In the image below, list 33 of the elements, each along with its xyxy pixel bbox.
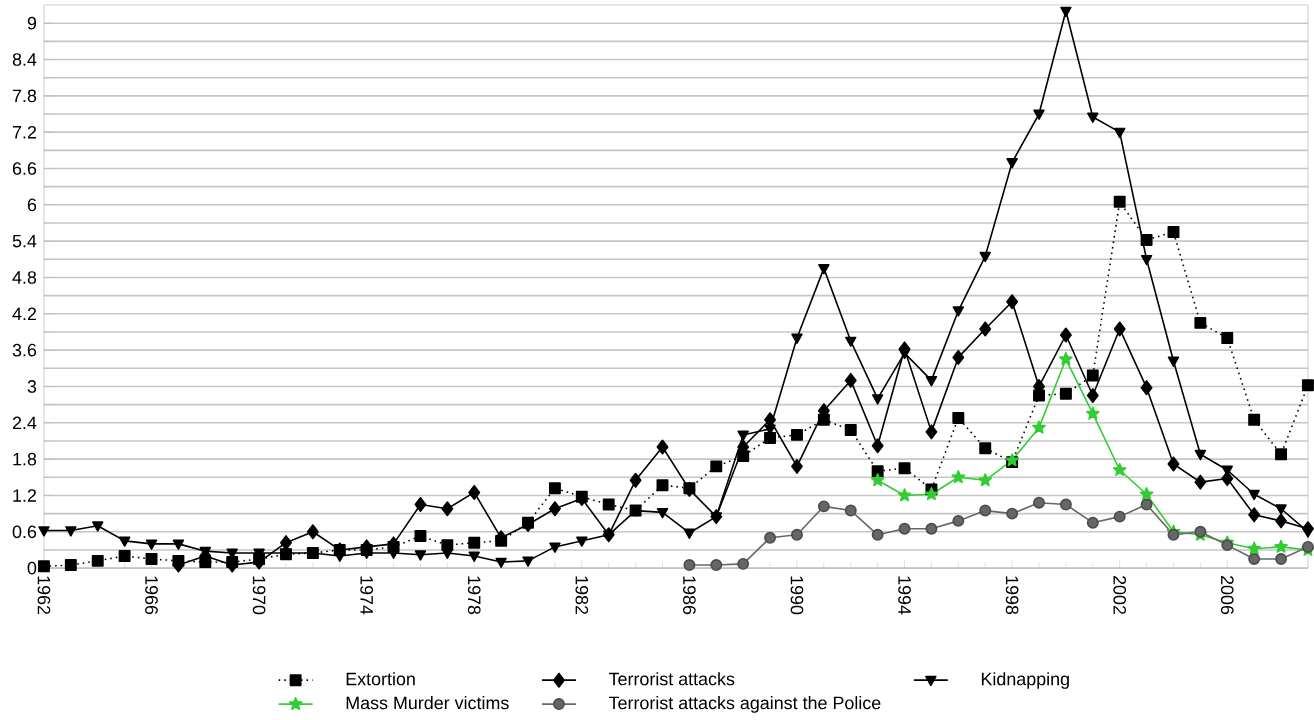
y-tick-label: 5.4 bbox=[12, 234, 37, 248]
x-tick-label: 2002 bbox=[1113, 576, 1127, 615]
y-tick-label: 4.2 bbox=[12, 307, 37, 321]
x-tick-label: 1962 bbox=[37, 576, 51, 615]
y-tick-label: 3.6 bbox=[12, 343, 37, 357]
x-tick-label: 1966 bbox=[145, 576, 158, 615]
x-tick-label: 1970 bbox=[252, 576, 266, 615]
legend-label: Extortion bbox=[346, 672, 415, 686]
y-tick-label: 2.4 bbox=[12, 416, 37, 430]
x-tick-label: 1990 bbox=[790, 576, 804, 615]
x-tick-label: 1998 bbox=[1005, 576, 1019, 615]
y-tick-label: 0 bbox=[27, 561, 37, 575]
y-tick-label: 8.4 bbox=[12, 53, 37, 66]
x-tick-label: 1986 bbox=[683, 576, 696, 615]
y-tick-label: 9 bbox=[27, 16, 37, 30]
y-tick-label: 4.8 bbox=[12, 271, 37, 284]
y-tick-label: 6.6 bbox=[12, 162, 37, 175]
y-tick-label: 1.2 bbox=[13, 489, 37, 502]
x-tick-label: 1994 bbox=[898, 576, 911, 615]
legend-label: Terrorist attacks against the Police bbox=[608, 696, 881, 713]
x-tick-label: 1974 bbox=[360, 576, 374, 615]
legend-label: Kidnapping bbox=[981, 672, 1069, 689]
x-tick-label: 2006 bbox=[1220, 576, 1234, 615]
y-tick-label: 0.6 bbox=[12, 525, 37, 539]
y-tick-label: 1.8 bbox=[13, 452, 37, 466]
y-tick-label: 7.2 bbox=[12, 125, 37, 139]
legend-label: Terrorist attacks bbox=[608, 672, 735, 686]
y-tick-label: 3 bbox=[27, 380, 37, 393]
x-tick-label: 1982 bbox=[575, 576, 589, 615]
legend-label: Mass Murder victims bbox=[346, 696, 509, 710]
y-tick-label: 6 bbox=[27, 198, 37, 212]
y-tick-label: 7.8 bbox=[12, 89, 37, 103]
x-tick-label: 1978 bbox=[467, 576, 481, 615]
